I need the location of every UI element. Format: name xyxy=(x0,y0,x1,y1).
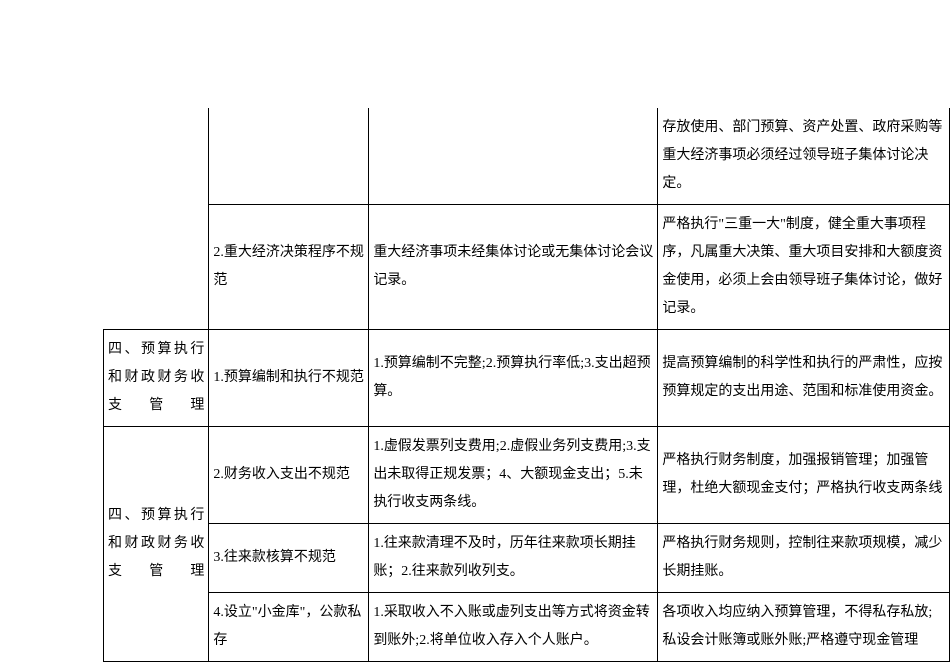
table-row: 四、预算执行和财政财务收支管理 1.预算编制和执行不规范 1.预算编制不完整;2… xyxy=(104,330,950,427)
category-cell: 四、预算执行和财政财务收支管理 xyxy=(104,330,209,427)
category-cell: 四、预算执行和财政财务收支管理 xyxy=(104,427,209,662)
table-row: 四、预算执行和财政财务收支管理 2.财务收入支出不规范 1.虚假发票列支费用;2… xyxy=(104,427,950,524)
risk-item-cell: 2.重大经济决策程序不规范 xyxy=(209,205,369,330)
risk-desc-cell: 1.虚假发票列支费用;2.虚假业务列支费用;3.支出未取得正规发票；4、大额现金… xyxy=(369,427,658,524)
measure-cell: 严格执行财务制度，加强报销管理；加强管理，杜绝大额现金支付；严格执行收支两条线 xyxy=(658,427,950,524)
measure-cell: 存放使用、部门预算、资产处置、政府采购等重大经济事项必须经过领导班子集体讨论决定… xyxy=(658,108,950,205)
risk-item-cell xyxy=(209,108,369,205)
measure-cell: 各项收入均应纳入预算管理，不得私存私放;私设会计账簿或账外账;严格遵守现金管理 xyxy=(658,593,950,662)
table-row: 3.往来款核算不规范 1.往来款清理不及时，历年往来款项长期挂账；2.往来款列收… xyxy=(104,524,950,593)
risk-management-table: 存放使用、部门预算、资产处置、政府采购等重大经济事项必须经过领导班子集体讨论决定… xyxy=(103,108,950,662)
risk-desc-cell xyxy=(369,108,658,205)
risk-desc-cell: 1.采取收入不入账或虚列支出等方式将资金转到账外;2.将单位收入存入个人账户。 xyxy=(369,593,658,662)
table-row: 存放使用、部门预算、资产处置、政府采购等重大经济事项必须经过领导班子集体讨论决定… xyxy=(104,108,950,205)
risk-desc-cell: 1.预算编制不完整;2.预算执行率低;3.支出超预算。 xyxy=(369,330,658,427)
risk-item-cell: 4.设立"小金库"，公款私存 xyxy=(209,593,369,662)
risk-item-cell: 3.往来款核算不规范 xyxy=(209,524,369,593)
risk-item-cell: 1.预算编制和执行不规范 xyxy=(209,330,369,427)
risk-item-cell: 2.财务收入支出不规范 xyxy=(209,427,369,524)
measure-cell: 提高预算编制的科学性和执行的严肃性，应按预算规定的支出用途、范围和标准使用资金。 xyxy=(658,330,950,427)
risk-desc-cell: 1.往来款清理不及时，历年往来款项长期挂账；2.往来款列收列支。 xyxy=(369,524,658,593)
category-cell xyxy=(104,108,209,330)
table-row: 2.重大经济决策程序不规范 重大经济事项未经集体讨论或无集体讨论会议记录。 严格… xyxy=(104,205,950,330)
measure-cell: 严格执行"三重一大"制度，健全重大事项程序，凡属重大决策、重大项目安排和大额度资… xyxy=(658,205,950,330)
risk-desc-cell: 重大经济事项未经集体讨论或无集体讨论会议记录。 xyxy=(369,205,658,330)
measure-cell: 严格执行财务规则，控制往来款项规模，减少长期挂账。 xyxy=(658,524,950,593)
table-row: 4.设立"小金库"，公款私存 1.采取收入不入账或虚列支出等方式将资金转到账外;… xyxy=(104,593,950,662)
